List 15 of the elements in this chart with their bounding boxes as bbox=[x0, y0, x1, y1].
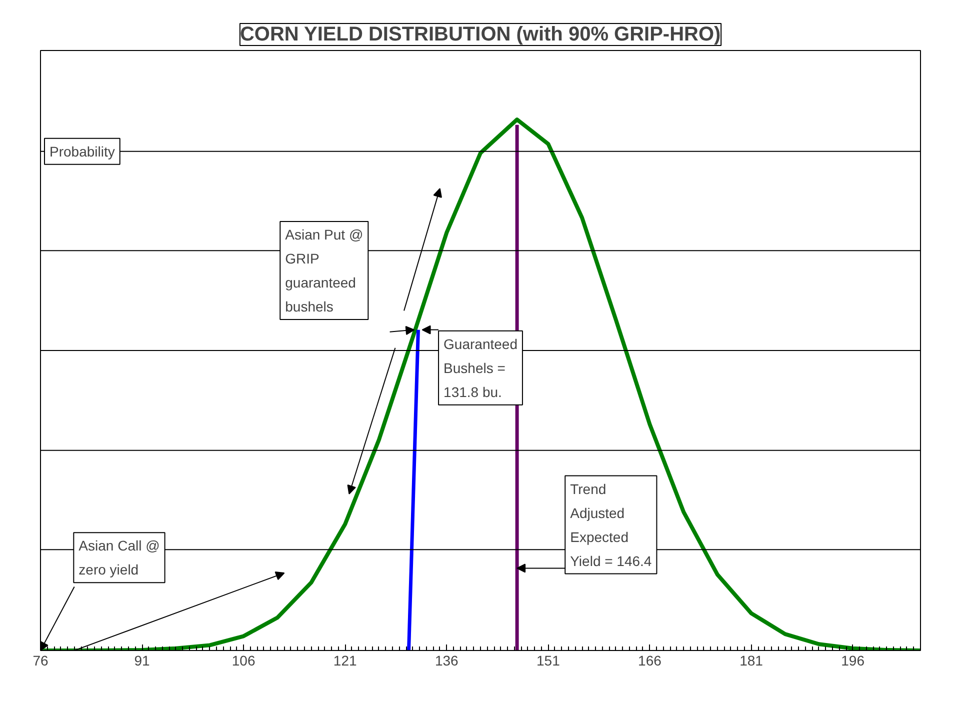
chart-title: CORN YIELD DISTRIBUTION (with 90% GRIP-HRO) bbox=[240, 24, 721, 46]
annotation: Trend Adjusted Expected Yield = 146.4 bbox=[570, 480, 652, 569]
x-tick-label: 196 bbox=[841, 652, 865, 668]
x-tick-label: 166 bbox=[638, 652, 662, 668]
annotation: Guaranteed Bushels = 131.8 bu. bbox=[444, 336, 518, 400]
x-tick-label: 181 bbox=[740, 652, 764, 668]
x-tick-label: 121 bbox=[333, 652, 358, 668]
x-tick-label: 136 bbox=[434, 652, 459, 668]
annotation: Asian Put @ GRIP guaranteed bushels bbox=[285, 226, 364, 314]
y-axis-title: Probability bbox=[50, 143, 115, 160]
x-tick-label: 106 bbox=[232, 652, 256, 668]
annotation: Asian Call @ zero yield bbox=[78, 538, 160, 578]
x-tick-label: 76 bbox=[32, 652, 48, 668]
x-tick-label: 151 bbox=[536, 652, 560, 668]
x-tick-label: 91 bbox=[134, 652, 150, 668]
